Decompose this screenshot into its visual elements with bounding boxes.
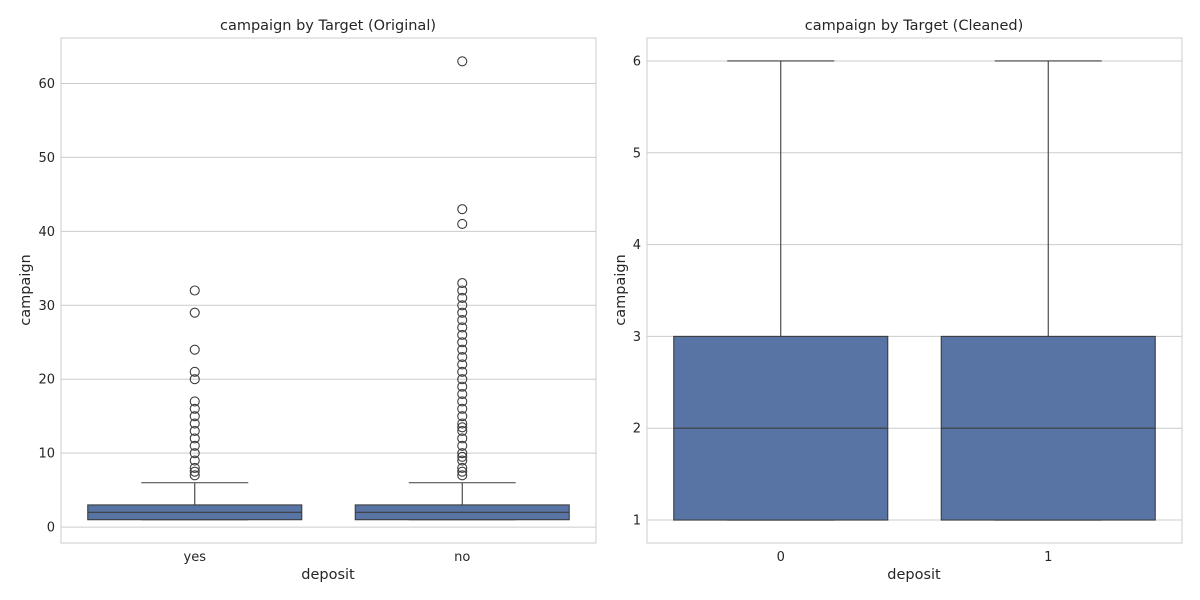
outlier-point: [457, 344, 468, 355]
outlier-point: [457, 218, 468, 230]
outlier-point: [457, 403, 468, 414]
outlier-point: [457, 292, 468, 303]
y-tick-label: 10: [38, 447, 55, 462]
outlier-point: [457, 359, 468, 370]
outlier-point: [457, 351, 468, 363]
outlier-point: [189, 396, 200, 407]
chart-panel-cleaned: campaign by Target (Cleaned) deposit cam…: [613, 18, 1183, 583]
x-tick-label: 1: [1044, 550, 1052, 565]
outlier-point: [457, 204, 468, 215]
y-tick-label: 6: [633, 54, 641, 69]
outlier-point: [189, 425, 200, 437]
outlier-point: [457, 466, 468, 477]
outlier-point: [457, 440, 468, 451]
y-tick-label: 3: [633, 330, 641, 345]
outlier-point: [457, 455, 468, 466]
outlier-point: [457, 381, 468, 392]
outlier-point: [189, 433, 200, 444]
axes-frame: [60, 37, 597, 544]
outlier-point: [457, 448, 468, 459]
outlier-point: [457, 411, 468, 422]
outlier-point: [457, 285, 468, 296]
y-tick-label: 4: [633, 238, 641, 253]
outlier-point: [189, 418, 200, 429]
outlier-point: [457, 322, 468, 333]
outlier-point: [189, 366, 200, 377]
y-tick-label: 40: [38, 225, 55, 240]
outlier-point: [189, 344, 200, 355]
chart-panel-original: campaign by Target (Original) deposit ca…: [18, 18, 597, 583]
outlier-point: [457, 366, 468, 377]
chart-title: campaign by Target (Original): [220, 18, 436, 34]
y-tick-label: 20: [38, 373, 55, 388]
x-tick-label: no: [454, 550, 470, 565]
x-tick-label: yes: [184, 550, 207, 565]
y-tick-label: 30: [38, 299, 55, 314]
y-tick-label: 50: [38, 151, 55, 166]
y-tick-label: 5: [633, 146, 641, 161]
outlier-point: [189, 440, 200, 451]
y-axis-label: campaign: [613, 254, 629, 326]
outlier-point: [457, 315, 468, 326]
outlier-point: [189, 411, 200, 422]
outlier-point: [457, 418, 468, 429]
outlier-point: [189, 470, 200, 481]
outlier-point: [189, 455, 200, 466]
y-tick-label: 0: [47, 521, 55, 536]
outlier-point: [189, 448, 200, 459]
outlier-point: [189, 466, 200, 477]
outlier-point: [189, 285, 200, 296]
outlier-point: [189, 374, 200, 385]
outlier-point: [457, 422, 468, 433]
outlier-point: [457, 396, 468, 407]
outlier-point: [457, 307, 468, 318]
outlier-point: [189, 403, 200, 414]
outlier-point: [189, 462, 200, 474]
outlier-point: [457, 329, 468, 340]
outlier-point: [457, 388, 468, 400]
outlier-point: [189, 307, 200, 318]
x-axis-label: deposit: [887, 567, 941, 583]
y-tick-label: 2: [633, 422, 641, 437]
box-1: [940, 60, 1156, 521]
outlier-point: [457, 451, 468, 462]
x-axis-label: deposit: [301, 567, 355, 583]
outlier-point: [457, 433, 468, 444]
outlier-point: [457, 425, 468, 437]
y-tick-label: 60: [38, 77, 55, 92]
outlier-point: [457, 462, 468, 474]
box-no: [354, 56, 570, 521]
outlier-point: [457, 300, 468, 311]
outlier-point: [457, 56, 468, 67]
y-tick-label: 1: [633, 514, 641, 529]
outlier-point: [457, 374, 468, 385]
x-tick-label: 0: [777, 550, 785, 565]
chart-title: campaign by Target (Cleaned): [805, 18, 1024, 34]
outlier-point: [457, 337, 468, 348]
box-0: [673, 60, 889, 521]
box-yes: [87, 285, 303, 521]
y-axis-label: campaign: [18, 254, 34, 326]
outlier-point: [457, 278, 468, 289]
outlier-point: [457, 470, 468, 481]
axes-frame: [646, 37, 1183, 544]
